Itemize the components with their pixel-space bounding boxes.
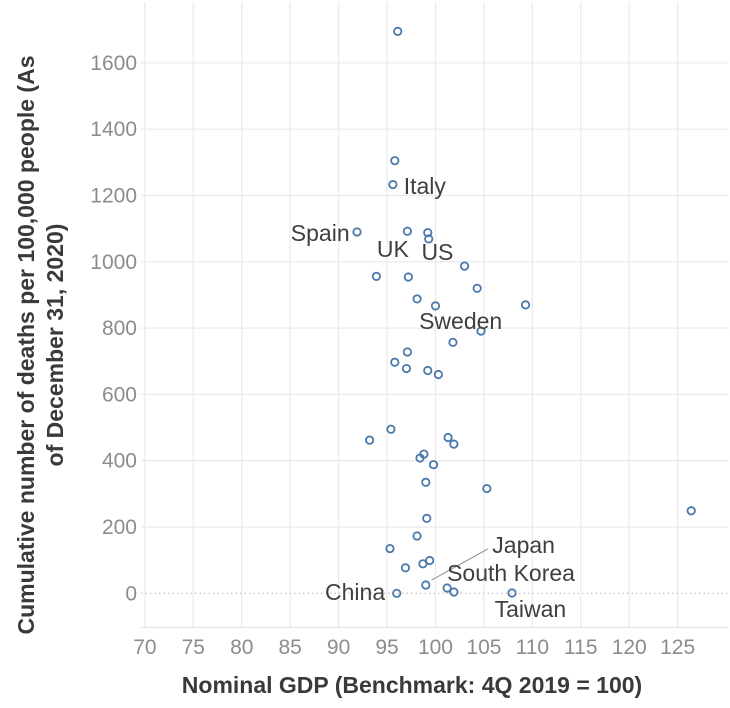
y-tick-label: 800 (102, 317, 137, 340)
data-point (424, 234, 434, 244)
y-tick-label: 1200 (90, 184, 137, 207)
x-axis-title: Nominal GDP (Benchmark: 4Q 2019 = 100) (181, 672, 643, 698)
data-point (393, 26, 403, 36)
x-tick-label: 110 (516, 636, 549, 659)
y-tick-label: 1400 (90, 118, 137, 141)
country-label: Japan (492, 532, 555, 558)
data-point (442, 583, 452, 593)
data-point (402, 347, 412, 357)
country-label: South Korea (447, 560, 575, 586)
data-point (472, 283, 482, 293)
data-point (433, 369, 443, 380)
data-point (402, 226, 412, 236)
data-point (392, 588, 402, 598)
data-point (390, 357, 400, 367)
x-tick-label: 120 (612, 636, 647, 659)
y-axis-title-line2: of December 31, 2020) (42, 223, 68, 467)
y-tick-label: 400 (102, 450, 137, 473)
data-point (412, 294, 422, 304)
data-point (386, 424, 396, 434)
data-point (412, 531, 422, 541)
country-label: Italy (404, 173, 447, 199)
y-axis-title-line1: Cumulative number of deaths per 100,000 … (13, 55, 39, 635)
data-point (449, 439, 459, 449)
data-point (423, 228, 433, 238)
country-label: Taiwan (495, 596, 567, 622)
data-point (430, 301, 441, 311)
data-point (428, 460, 439, 470)
x-tick-label: 70 (133, 636, 156, 659)
data-point (425, 555, 435, 566)
x-tick-label: 95 (375, 636, 398, 659)
data-point (388, 179, 398, 190)
x-tick-label: 80 (230, 636, 253, 659)
data-point (449, 587, 459, 597)
data-point (390, 156, 400, 166)
data-point (371, 271, 381, 281)
country-label: UK (377, 236, 410, 262)
x-tick-label: 85 (278, 636, 301, 659)
y-tick-label: 0 (125, 582, 137, 605)
country-label: China (325, 579, 385, 605)
data-point (507, 588, 517, 598)
y-tick-label: 1000 (90, 251, 137, 274)
x-tick-label: 125 (660, 636, 695, 659)
data-point (400, 563, 411, 573)
country-label: US (421, 239, 453, 265)
data-point (448, 337, 458, 347)
data-point (476, 326, 486, 336)
data-point (482, 483, 492, 494)
data-point (403, 272, 413, 282)
x-tick-label: 105 (466, 636, 501, 659)
country-label: Spain (291, 220, 350, 246)
data-point (520, 300, 531, 310)
data-point (419, 449, 429, 459)
y-tick-label: 200 (102, 516, 137, 539)
data-point (443, 432, 453, 443)
data-point (401, 363, 412, 374)
data-point (385, 543, 395, 554)
data-point (352, 227, 362, 237)
data-point (365, 435, 375, 445)
x-tick-label: 90 (327, 636, 350, 659)
data-point (421, 477, 431, 487)
country-label: Sweden (419, 308, 502, 334)
x-tick-label: 75 (182, 636, 205, 659)
x-tick-label: 100 (418, 636, 453, 659)
data-point (686, 506, 696, 516)
data-point (422, 513, 432, 523)
y-axis-title: Cumulative number of deaths per 100,000 … (12, 0, 70, 699)
y-tick-label: 600 (102, 383, 137, 406)
data-point (423, 365, 433, 376)
label-leader-line (431, 548, 489, 581)
data-point (421, 580, 431, 590)
data-point (459, 261, 470, 271)
x-tick-label: 115 (564, 636, 597, 659)
y-tick-label: 1600 (90, 52, 137, 75)
